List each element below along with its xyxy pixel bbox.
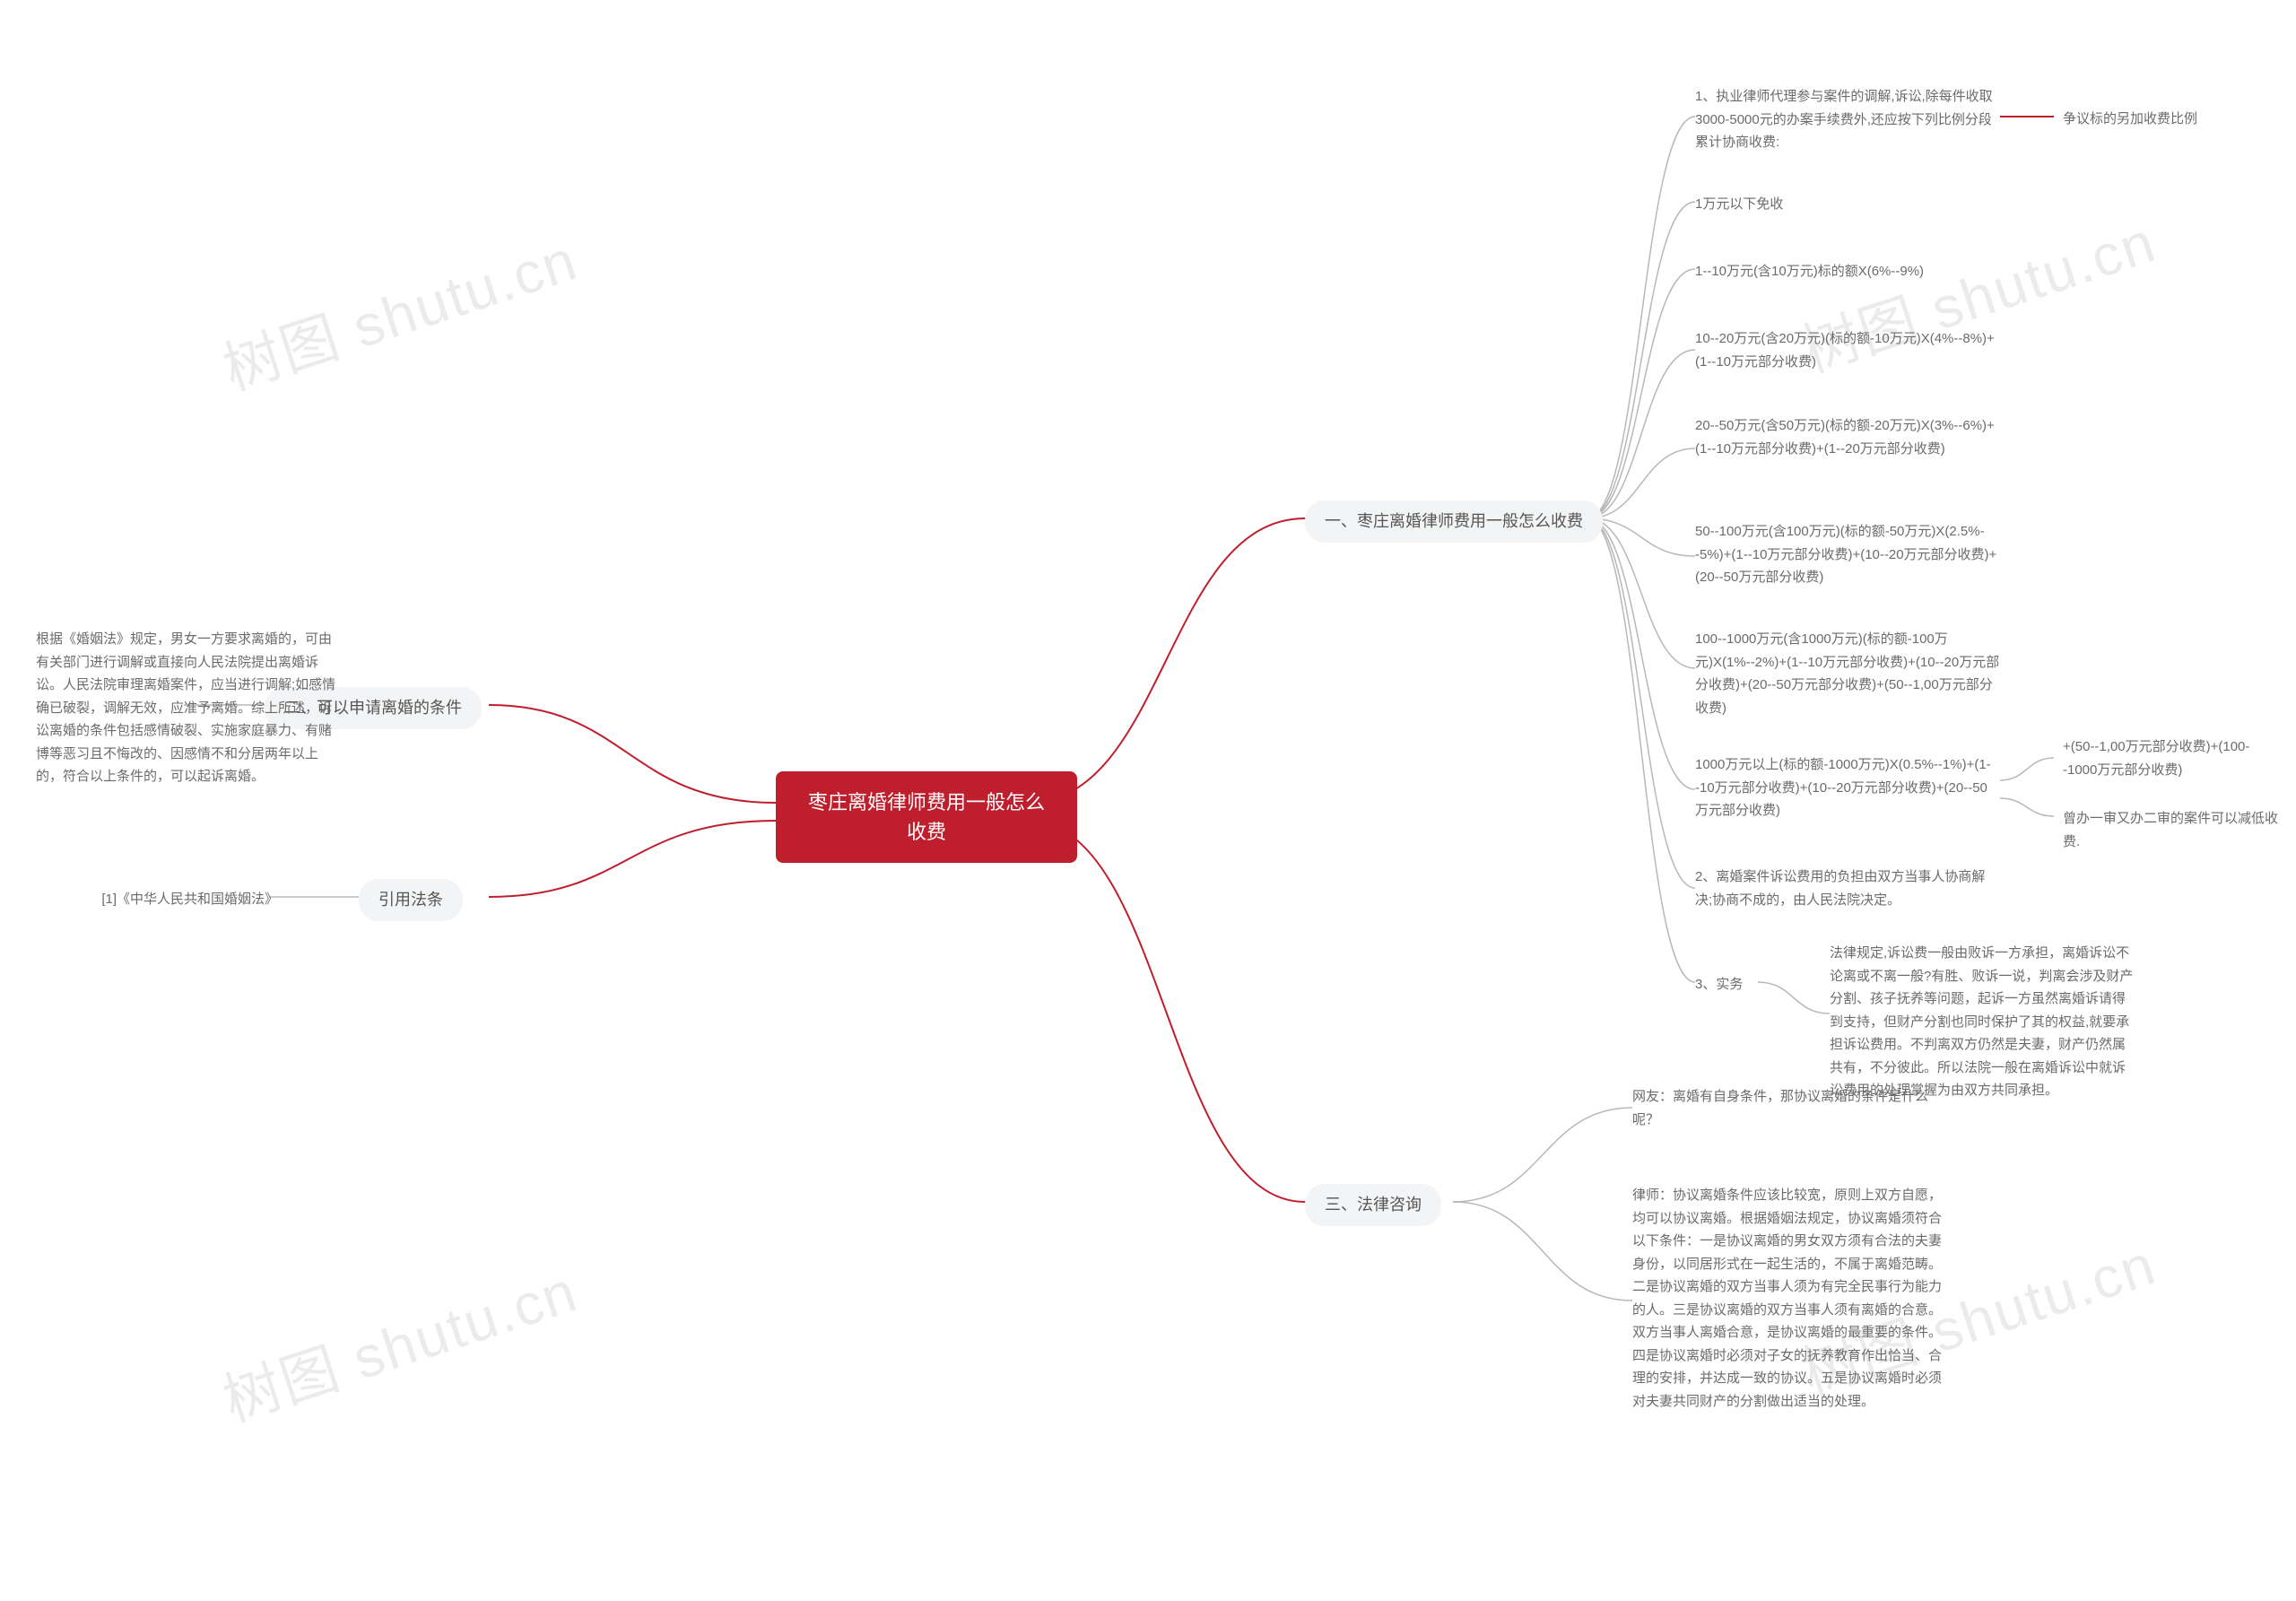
branch-fees: 一、枣庄离婚律师费用一般怎么收费 (1305, 500, 1603, 543)
conditions-body: 根据《婚姻法》规定，男女一方要求离婚的，可由有关部门进行调解或直接向人民法院提出… (36, 628, 341, 788)
fee-item-5: 20--50万元(含50万元)(标的额-20万元)X(3%--6%)+(1--1… (1695, 414, 2000, 460)
watermark: 树图 shutu.cn (212, 214, 587, 406)
fee-rule-3: 3、实务 (1695, 973, 1767, 996)
fee-item-8: 1000万元以上(标的额-1000万元)X(0.5%--1%)+(1--10万元… (1695, 753, 2000, 822)
fee-item-6: 50--100万元(含100万元)(标的额-50万元)X(2.5%--5%)+(… (1695, 520, 2000, 589)
fee-item-2: 1万元以下免收 (1695, 193, 2000, 216)
fee-rule-2: 2、离婚案件诉讼费用的负担由双方当事人协商解决;协商不成的，由人民法院决定。 (1695, 866, 2000, 911)
fee-item-8-t2: 曾办一审又办二审的案件可以减低收费. (2063, 807, 2278, 853)
fee-item-1: 1、执业律师代理参与案件的调解,诉讼,除每件收取3000-5000元的办案手续费… (1695, 85, 2000, 154)
consult-question: 网友：离婚有自身条件，那协议离婚的条件是什么呢？ (1632, 1085, 1937, 1131)
fee-item-1-tail: 争议标的另加收费比例 (2063, 108, 2242, 131)
lawref-body: [1]《中华人民共和国婚姻法》 (81, 888, 278, 911)
fee-item-3: 1--10万元(含10万元)标的额X(6%--9%) (1695, 260, 2000, 283)
root-node: 枣庄离婚律师费用一般怎么收费 (776, 771, 1077, 863)
fee-item-4: 10--20万元(含20万元)(标的额-10万元)X(4%--8%)+(1--1… (1695, 327, 2000, 373)
fee-item-8-t1: +(50--1,00万元部分收费)+(100--1000万元部分收费) (2063, 735, 2278, 781)
consult-answer: 律师：协议离婚条件应该比较宽，原则上双方自愿，均可以协议离婚。根据婚姻法规定，协… (1632, 1184, 1946, 1413)
mindmap-stage: 树图 shutu.cn 树图 shutu.cn 树图 shutu.cn 树图 s… (0, 0, 2296, 1601)
fee-item-7: 100--1000万元(含1000万元)(标的额-100万元)X(1%--2%)… (1695, 628, 2000, 719)
fee-rule-3-body: 法律规定,诉讼费一般由败诉一方承担，离婚诉讼不论离或不离一般?有胜、败诉一说，判… (1830, 942, 2135, 1102)
watermark: 树图 shutu.cn (212, 1246, 587, 1438)
branch-lawref: 引用法条 (359, 879, 463, 921)
branch-consult: 三、法律咨询 (1305, 1184, 1441, 1226)
